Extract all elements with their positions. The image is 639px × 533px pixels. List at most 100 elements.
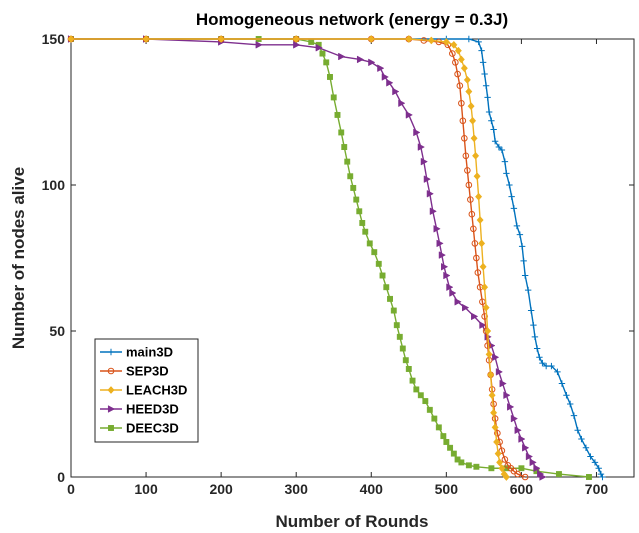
series-line-sep3d (71, 38, 526, 478)
data-point-deec3d (422, 398, 429, 405)
data-point-leach3d (498, 464, 506, 473)
data-point-deec3d (443, 439, 450, 445)
legend-label-leach3d: LEACH3D (126, 383, 187, 398)
data-point-main3d (484, 94, 491, 101)
data-point-sep3d (471, 240, 479, 247)
data-point-heed3d (446, 283, 454, 292)
data-point-deec3d (450, 450, 457, 457)
data-point-heed3d (462, 303, 470, 312)
data-point-leach3d (217, 35, 225, 43)
data-point-leach3d (481, 283, 489, 292)
data-point-deec3d (417, 392, 424, 399)
x-tick-label: 300 (285, 481, 309, 497)
data-point-sep3d (484, 342, 491, 349)
legend-label-deec3d: DEEC3D (126, 421, 179, 436)
data-point-deec3d (447, 444, 454, 451)
data-point-main3d (599, 473, 606, 481)
y-tick-label: 50 (49, 323, 65, 339)
data-point-leach3d (450, 40, 458, 49)
data-point-main3d (498, 146, 506, 154)
data-point-heed3d (386, 78, 394, 87)
data-point-leach3d (469, 116, 477, 125)
data-point-deec3d (435, 424, 442, 431)
data-point-leach3d (484, 327, 492, 335)
x-tick-label: 500 (435, 481, 459, 497)
data-point-sep3d (462, 152, 470, 160)
data-point-main3d (591, 459, 599, 466)
data-point-deec3d (413, 386, 420, 393)
data-point-heed3d (533, 464, 541, 473)
data-point-deec3d (390, 307, 397, 314)
data-point-heed3d (420, 157, 428, 166)
data-point-deec3d (375, 260, 382, 267)
legend-label-heed3d: HEED3D (126, 402, 179, 417)
legend-label-sep3d: SEP3D (126, 364, 169, 379)
data-point-main3d (548, 362, 555, 370)
legend: main3D SEP3D LEACH3D HEED3D DEEC3D (94, 338, 199, 443)
data-point-sep3d (494, 429, 501, 437)
data-point-main3d (506, 181, 513, 189)
data-point-deec3d (399, 345, 406, 352)
data-point-deec3d (473, 463, 480, 470)
legend-marker-main3d (107, 348, 115, 356)
data-point-heed3d (417, 143, 425, 151)
data-point-deec3d (405, 366, 412, 372)
data-point-leach3d (479, 262, 487, 271)
data-point-leach3d (475, 192, 483, 201)
data-point-leach3d (457, 55, 465, 64)
data-point-main3d (479, 59, 487, 66)
data-point-deec3d (379, 272, 386, 279)
data-point-deec3d (555, 471, 562, 478)
data-point-main3d (488, 117, 495, 124)
data-point-leach3d (482, 303, 490, 312)
y-axis-label: Number of nodes alive (9, 167, 28, 349)
data-point-main3d (554, 368, 561, 376)
data-point-deec3d (323, 59, 330, 66)
data-point-deec3d (409, 377, 416, 384)
data-point-heed3d (255, 41, 263, 49)
data-point-main3d (578, 435, 585, 443)
series-line-main3d (71, 38, 604, 478)
data-point-main3d (495, 143, 503, 151)
data-point-leach3d (493, 437, 501, 446)
data-point-deec3d (327, 74, 333, 80)
data-point-leach3d (494, 449, 502, 458)
data-point-main3d (566, 400, 574, 408)
legend-item-heed3d: HEED3D (100, 402, 179, 417)
data-point-deec3d (341, 144, 348, 150)
data-point-main3d (597, 470, 605, 478)
data-point-deec3d (334, 111, 341, 118)
axis-ticks: 0 100 200 300 400 500 600 700 0 50 100 150 (42, 31, 634, 497)
data-point-leach3d (467, 102, 475, 111)
data-point-heed3d (492, 353, 500, 362)
legend-marker-sep3d (107, 367, 115, 375)
data-point-sep3d (501, 456, 509, 463)
data-point-deec3d (359, 220, 366, 226)
data-point-deec3d (330, 94, 337, 101)
data-point-main3d (501, 158, 509, 165)
legend-item-deec3d: DEEC3D (100, 421, 179, 436)
data-point-leach3d (142, 35, 150, 43)
data-point-heed3d (454, 297, 462, 306)
x-tick-label: 200 (209, 481, 233, 497)
data-point-leach3d (460, 64, 468, 73)
data-point-sep3d (456, 82, 464, 90)
data-point-leach3d (442, 37, 450, 46)
data-point-sep3d (454, 70, 461, 78)
data-point-heed3d (514, 426, 522, 435)
data-point-heed3d (423, 175, 431, 183)
data-point-main3d (527, 307, 535, 314)
data-point-deec3d (393, 322, 400, 329)
data-point-sep3d (467, 196, 474, 203)
data-point-sep3d (474, 269, 482, 276)
data-point-leach3d (478, 239, 486, 248)
data-point-main3d (490, 126, 497, 133)
data-point-heed3d (381, 73, 389, 81)
data-point-leach3d (488, 391, 496, 400)
data-point-leach3d (367, 35, 375, 43)
data-point-sep3d (461, 134, 468, 142)
data-point-leach3d (496, 458, 504, 467)
series-layer (67, 35, 606, 481)
x-axis-label: Number of Rounds (276, 512, 429, 531)
data-point-main3d (530, 321, 537, 329)
